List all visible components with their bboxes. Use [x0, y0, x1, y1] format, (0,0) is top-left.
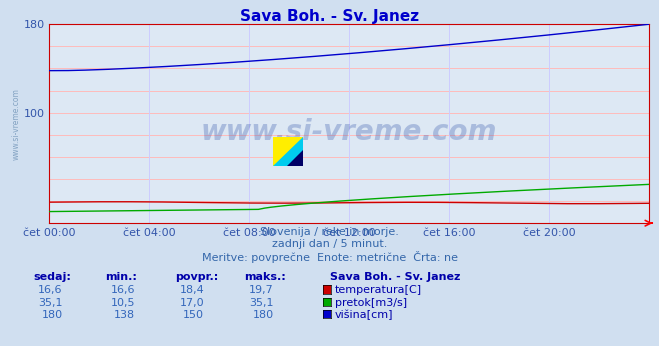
Text: Sava Boh. - Sv. Janez: Sava Boh. - Sv. Janez	[240, 9, 419, 24]
Text: povpr.:: povpr.:	[175, 272, 218, 282]
Text: 17,0: 17,0	[180, 298, 204, 308]
Text: 180: 180	[252, 310, 273, 320]
Text: višina[cm]: višina[cm]	[335, 310, 393, 320]
Text: www.si-vreme.com: www.si-vreme.com	[12, 88, 21, 160]
Polygon shape	[273, 137, 303, 166]
Text: 150: 150	[183, 310, 204, 320]
Text: 18,4: 18,4	[179, 285, 204, 295]
Text: temperatura[C]: temperatura[C]	[335, 285, 422, 295]
Text: maks.:: maks.:	[244, 272, 285, 282]
Text: zadnji dan / 5 minut.: zadnji dan / 5 minut.	[272, 239, 387, 249]
Text: 19,7: 19,7	[248, 285, 273, 295]
Text: Meritve: povprečne  Enote: metrične  Črta: ne: Meritve: povprečne Enote: metrične Črta:…	[202, 251, 457, 263]
Text: 35,1: 35,1	[249, 298, 273, 308]
Text: 16,6: 16,6	[111, 285, 135, 295]
Text: Slovenija / reke in morje.: Slovenija / reke in morje.	[260, 227, 399, 237]
Text: min.:: min.:	[105, 272, 137, 282]
Text: 16,6: 16,6	[38, 285, 63, 295]
Text: 180: 180	[42, 310, 63, 320]
Text: pretok[m3/s]: pretok[m3/s]	[335, 298, 407, 308]
Text: 138: 138	[114, 310, 135, 320]
Text: 35,1: 35,1	[38, 298, 63, 308]
Text: sedaj:: sedaj:	[33, 272, 71, 282]
Text: www.si-vreme.com: www.si-vreme.com	[201, 118, 498, 146]
Polygon shape	[273, 137, 303, 166]
Text: Sava Boh. - Sv. Janez: Sava Boh. - Sv. Janez	[330, 272, 460, 282]
Text: 10,5: 10,5	[111, 298, 135, 308]
Polygon shape	[287, 150, 303, 166]
